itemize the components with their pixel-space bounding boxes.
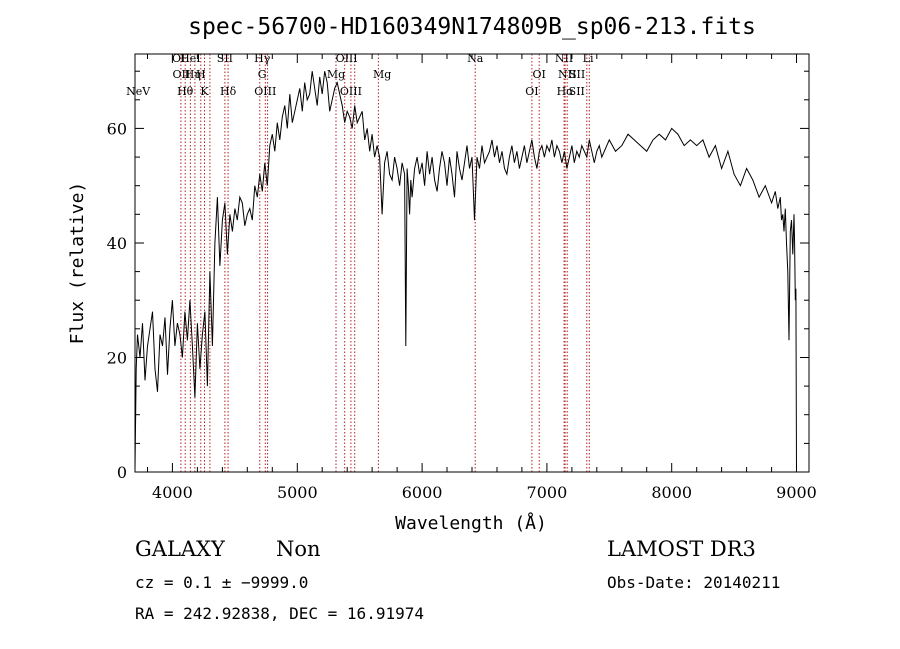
spectral-line-label: OII: [172, 52, 190, 65]
spectral-line-label: Na: [467, 52, 484, 65]
spectral-line-label: Hθ: [177, 85, 194, 98]
spectral-line-label: SII: [569, 85, 585, 98]
y-axis-label: Flux (relative): [67, 182, 88, 345]
spectral-line-label: Hδ: [220, 85, 237, 98]
spectral-line-label: OIII: [336, 52, 358, 65]
spectral-line-label: Mg: [327, 68, 345, 81]
spectral-line-label: NII: [558, 68, 576, 81]
object-subclass: Non: [276, 537, 321, 561]
spectral-line-label: Hη: [185, 68, 201, 81]
spectral-line-label: SII: [569, 68, 585, 81]
spectral-line-label: NeV: [126, 85, 151, 98]
spectral-line-label: Mg: [373, 68, 391, 81]
y-tick-label: 40: [107, 234, 127, 253]
spectral-line-label: Hα: [557, 85, 575, 98]
spectral-line-label: SII: [217, 52, 233, 65]
y-tick-label: 60: [107, 119, 127, 138]
spectral-line-label: OI: [525, 85, 538, 98]
ra-dec-coordinates: RA = 242.92838, DEC = 16.91974: [135, 604, 424, 623]
x-axis-ticks: 4000 5000 6000 7000 8000 9000: [147, 54, 817, 502]
spectral-line-label: Li: [583, 52, 594, 65]
spectral-line-label: HeI: [180, 52, 200, 65]
spectrum-line: [134, 71, 797, 473]
y-tick-label: 20: [107, 348, 127, 367]
observation-date: Obs-Date: 20140211: [607, 573, 781, 592]
spectral-line-label: NII: [555, 52, 573, 65]
spectral-line-label: Hγ: [254, 52, 271, 65]
x-tick-label: 8000: [651, 483, 692, 502]
x-axis-label: Wavelength (Å): [395, 512, 547, 534]
x-tick-label: 7000: [527, 483, 568, 502]
spectral-line-label: OIII: [254, 85, 276, 98]
plot-frame: [134, 53, 810, 473]
chart-title: spec-56700-HD160349N174809B_sp06-213.fit…: [188, 14, 756, 40]
redshift-cz: cz = 0.1 ± −9999.0: [135, 573, 309, 592]
spectral-line-label: OIII: [340, 85, 362, 98]
survey-name: LAMOST DR3: [607, 537, 756, 561]
y-axis-ticks: 0 20 40 60: [107, 70, 809, 482]
x-tick-label: 4000: [152, 483, 193, 502]
x-tick-label: 5000: [277, 483, 318, 502]
spectral-line-label: K: [200, 85, 209, 98]
x-tick-label: 6000: [402, 483, 443, 502]
object-class: GALAXY: [135, 537, 225, 561]
spectral-line-label: H: [196, 68, 206, 81]
line-markers: [180, 54, 590, 472]
x-tick-label: 9000: [776, 483, 817, 502]
spectral-line-label: OII: [173, 68, 191, 81]
spectral-line-label: OI: [533, 68, 546, 81]
y-tick-label: 0: [117, 463, 127, 482]
spectral-line-label: G: [258, 68, 267, 81]
